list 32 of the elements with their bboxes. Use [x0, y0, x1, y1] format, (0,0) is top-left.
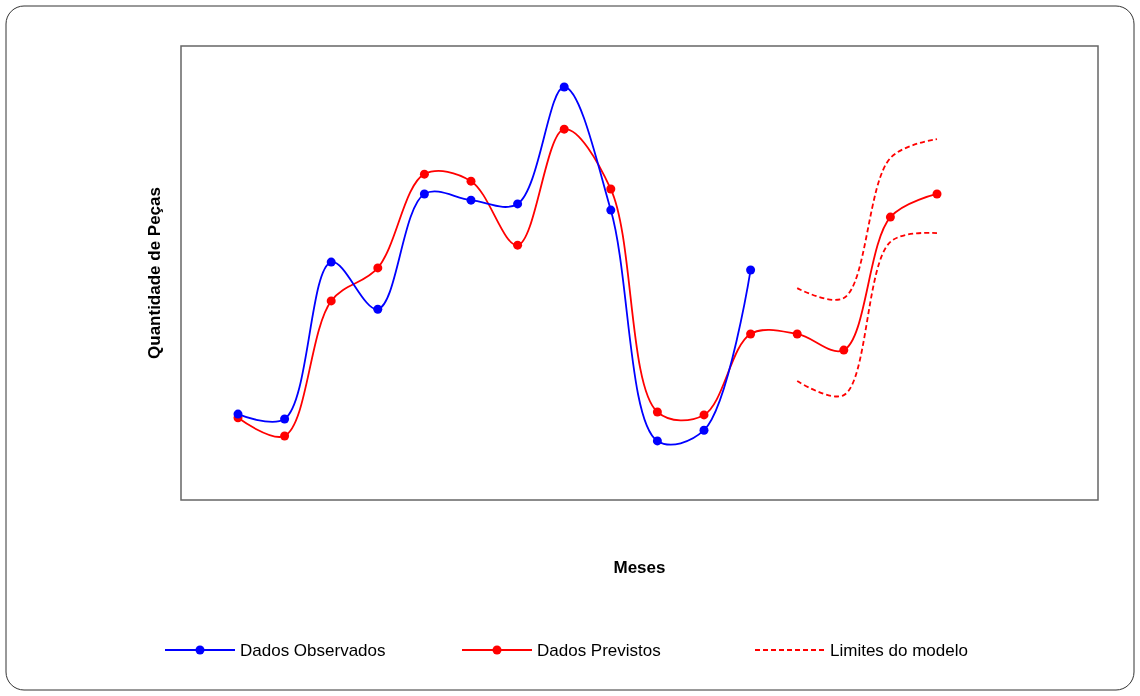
point	[559, 124, 569, 134]
point	[280, 431, 290, 441]
point	[652, 407, 662, 417]
point	[280, 414, 290, 424]
point	[559, 82, 569, 92]
y-axis-title: Quantidade de Peças	[145, 187, 164, 359]
legend-label: Dados Previstos	[537, 641, 661, 660]
point	[233, 409, 243, 419]
point	[932, 189, 942, 199]
legend-label: Dados Observados	[240, 641, 386, 660]
point	[373, 263, 383, 273]
point	[326, 257, 336, 267]
point	[513, 240, 523, 250]
point	[326, 296, 336, 306]
point	[373, 304, 383, 314]
point	[466, 195, 476, 205]
point	[839, 345, 849, 355]
point	[606, 205, 616, 215]
point	[652, 436, 662, 446]
point	[513, 199, 523, 209]
point	[606, 184, 616, 194]
point	[746, 265, 756, 275]
x-axis-title: Meses	[613, 558, 666, 577]
point	[419, 189, 429, 199]
point	[699, 410, 709, 420]
point	[466, 176, 476, 186]
point	[792, 329, 802, 339]
legend-label: Limites do modelo	[830, 641, 968, 660]
point	[885, 212, 895, 222]
point	[746, 329, 756, 339]
point	[699, 425, 709, 435]
point	[419, 169, 429, 179]
